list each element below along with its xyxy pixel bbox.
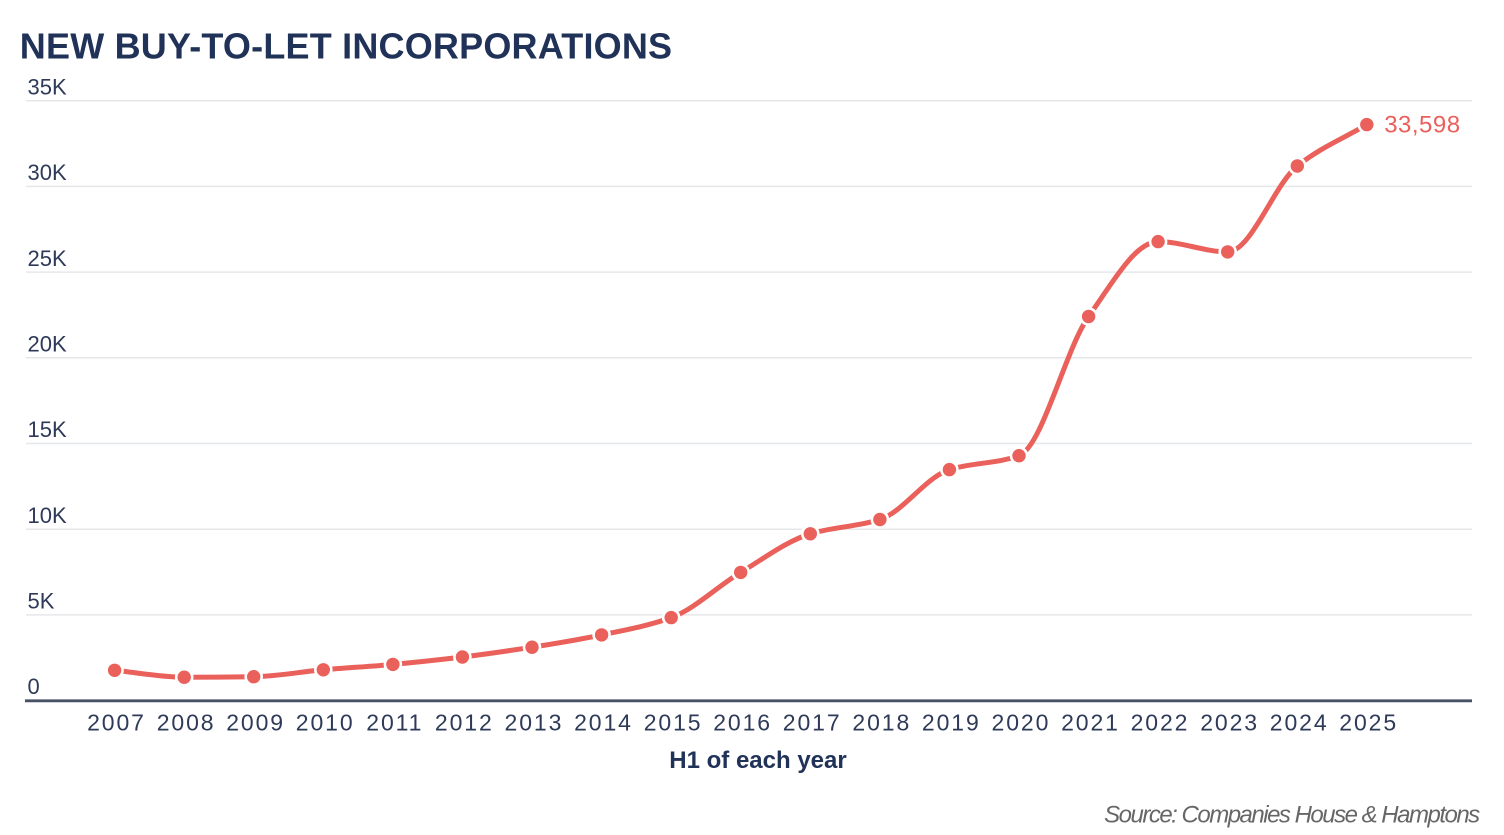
svg-text:2019: 2019 — [922, 710, 981, 736]
svg-text:2025: 2025 — [1339, 710, 1398, 736]
svg-text:2014: 2014 — [574, 710, 633, 736]
svg-text:2013: 2013 — [505, 710, 564, 736]
svg-text:2022: 2022 — [1131, 710, 1190, 736]
svg-text:2011: 2011 — [366, 710, 423, 736]
svg-text:2016: 2016 — [713, 710, 772, 736]
svg-text:2018: 2018 — [852, 710, 911, 736]
svg-text:25K: 25K — [28, 246, 67, 271]
svg-text:2023: 2023 — [1200, 710, 1259, 736]
svg-text:2007: 2007 — [87, 710, 146, 736]
svg-text:2012: 2012 — [435, 710, 494, 736]
svg-text:2021: 2021 — [1061, 710, 1120, 736]
svg-text:5K: 5K — [28, 589, 55, 614]
svg-text:Source: Companies House & Hamp: Source: Companies House & Hamptons — [1104, 802, 1480, 829]
svg-text:20K: 20K — [28, 332, 67, 357]
svg-text:2024: 2024 — [1270, 710, 1329, 736]
svg-text:10K: 10K — [28, 503, 67, 528]
svg-text:30K: 30K — [28, 160, 67, 185]
svg-text:H1 of each year: H1 of each year — [669, 747, 846, 774]
svg-text:0: 0 — [28, 674, 40, 699]
svg-text:2010: 2010 — [296, 710, 355, 736]
svg-text:NEW BUY-TO-LET INCORPORATIONS: NEW BUY-TO-LET INCORPORATIONS — [20, 25, 672, 66]
svg-text:2015: 2015 — [644, 710, 703, 736]
svg-text:2020: 2020 — [992, 710, 1051, 736]
svg-text:2017: 2017 — [783, 710, 842, 736]
svg-text:35K: 35K — [28, 74, 67, 99]
svg-text:33,598: 33,598 — [1384, 112, 1460, 139]
svg-text:2008: 2008 — [157, 710, 216, 736]
svg-text:2009: 2009 — [226, 710, 285, 736]
svg-text:15K: 15K — [28, 417, 67, 442]
